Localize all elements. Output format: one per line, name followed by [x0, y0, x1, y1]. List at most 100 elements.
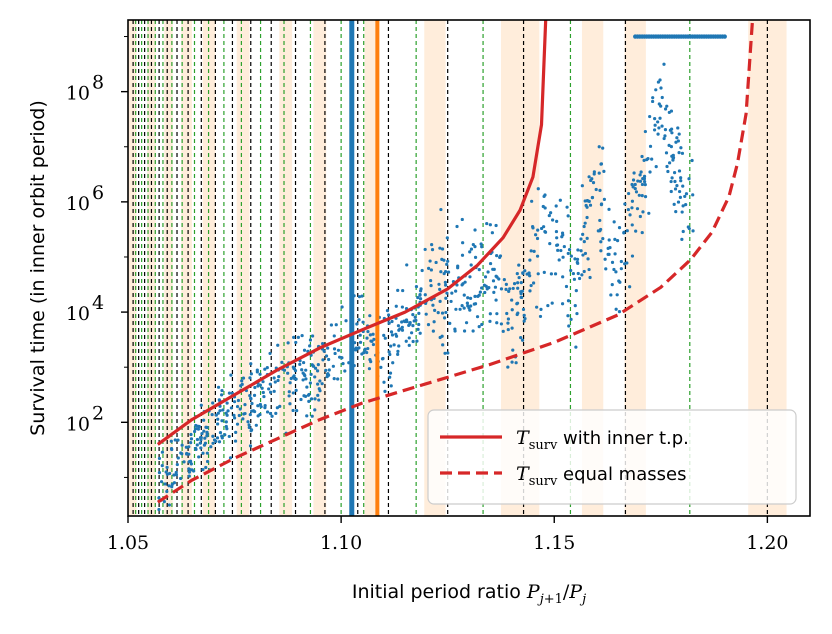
data-point: [643, 195, 648, 199]
data-point: [270, 414, 274, 418]
data-point: [411, 324, 415, 328]
data-point: [662, 136, 666, 141]
data-point: [301, 378, 305, 382]
data-point: [686, 225, 690, 229]
data-point: [401, 288, 405, 293]
data-point: [528, 258, 532, 262]
data-point: [566, 299, 571, 303]
data-point: [575, 311, 579, 316]
data-point: [651, 96, 655, 100]
data-point: [272, 389, 276, 393]
data-point: [357, 346, 361, 350]
data-point: [197, 455, 201, 459]
data-point: [549, 211, 553, 215]
data-point: [684, 203, 688, 207]
data-point: [216, 385, 221, 389]
data-point: [198, 441, 202, 445]
data-point: [398, 327, 402, 331]
data-point: [580, 184, 584, 188]
data-point: [261, 380, 265, 384]
data-point: [634, 229, 638, 233]
data-point: [431, 329, 435, 333]
data-point: [165, 489, 169, 494]
data-point: [494, 223, 498, 228]
data-point: [180, 452, 184, 456]
data-point: [550, 301, 554, 305]
data-point: [291, 408, 295, 413]
data-point: [665, 104, 669, 108]
y-tick-exponent: 4: [92, 292, 104, 314]
data-point: [277, 375, 281, 379]
data-point: [502, 278, 506, 282]
data-point: [628, 213, 632, 217]
data-point: [585, 236, 589, 240]
data-point: [205, 425, 209, 430]
data-point: [217, 398, 221, 402]
data-point: [261, 390, 265, 395]
data-point: [473, 302, 478, 306]
data-point: [680, 237, 684, 242]
data-point: [445, 262, 449, 266]
data-point: [228, 456, 233, 460]
data-point: [625, 229, 629, 233]
data-point: [628, 285, 632, 289]
x-tick-label: 1.20: [746, 532, 788, 554]
data-point: [233, 439, 238, 443]
data-point: [372, 337, 376, 341]
data-point: [249, 372, 253, 376]
data-point: [619, 259, 623, 264]
data-point: [476, 294, 480, 298]
data-point: [187, 474, 191, 478]
data-point: [204, 465, 208, 470]
equal-masses-curve: [156, 20, 755, 504]
data-point: [576, 271, 580, 276]
data-point: [362, 351, 366, 355]
data-point: [659, 104, 663, 108]
data-point: [417, 311, 421, 315]
data-point: [229, 406, 234, 410]
data-point: [519, 281, 523, 285]
data-point: [586, 257, 590, 261]
data-point: [660, 124, 664, 128]
data-point: [226, 409, 230, 413]
data-point: [673, 187, 678, 191]
data-point: [638, 173, 642, 177]
data-point: [225, 401, 229, 405]
data-point: [651, 99, 655, 104]
data-point: [453, 327, 457, 331]
data-point: [654, 88, 658, 92]
data-point: [673, 179, 677, 184]
data-point: [536, 228, 540, 232]
data-point: [617, 226, 622, 230]
data-point: [276, 378, 280, 383]
data-point: [193, 429, 197, 434]
data-point: [528, 289, 532, 293]
data-point: [528, 274, 532, 278]
data-point: [495, 321, 499, 325]
data-point: [267, 387, 271, 391]
data-point: [486, 270, 490, 274]
data-point: [216, 422, 220, 426]
data-point: [157, 456, 162, 461]
data-point: [485, 221, 489, 226]
data-point: [677, 151, 681, 155]
data-point: [236, 398, 241, 403]
data-point: [258, 412, 262, 417]
x-axis-ticks: 1.05 1.10 1.15 1.20: [107, 516, 789, 554]
data-point: [606, 246, 610, 250]
data-point: [664, 151, 669, 155]
data-point: [443, 351, 447, 355]
data-point: [286, 341, 290, 345]
data-point: [428, 259, 432, 263]
y-axis-label: Survival time (in inner orbit period): [27, 100, 49, 436]
data-point: [220, 393, 224, 397]
data-point: [336, 348, 341, 352]
data-point: [294, 340, 298, 345]
data-point: [507, 289, 511, 293]
data-point: [313, 375, 317, 379]
data-point: [361, 320, 365, 324]
data-point: [566, 314, 570, 318]
data-point: [574, 345, 578, 349]
data-point: [396, 349, 400, 354]
data-point: [218, 409, 222, 413]
